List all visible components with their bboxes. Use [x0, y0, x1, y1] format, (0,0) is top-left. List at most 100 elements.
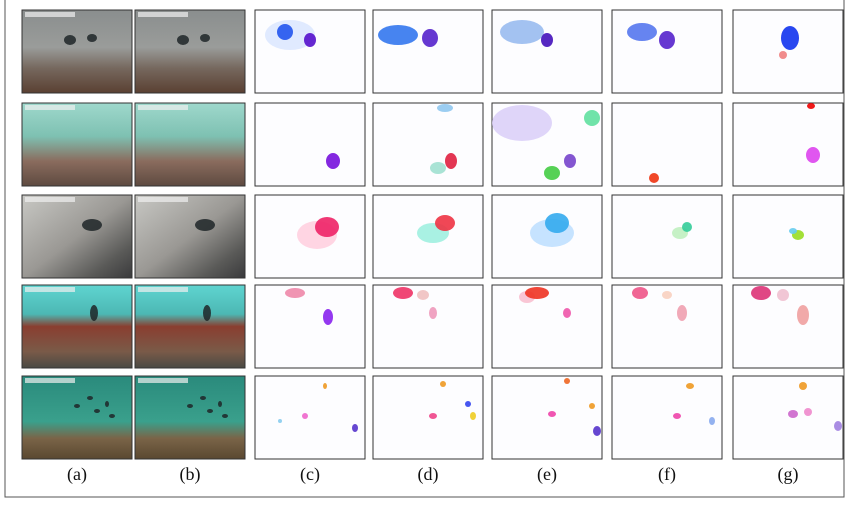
motion-blob — [352, 424, 358, 432]
column-label: (a) — [67, 464, 87, 485]
motion-blob — [278, 419, 282, 423]
image-grid — [22, 10, 843, 459]
flow-map — [612, 376, 722, 459]
motion-blob — [584, 110, 600, 126]
flow-map — [612, 10, 722, 93]
flow-map — [612, 103, 722, 186]
motion-blob — [378, 25, 418, 45]
fish — [203, 305, 211, 321]
motion-blob — [548, 411, 556, 417]
photo — [135, 10, 245, 93]
photo — [22, 285, 132, 368]
motion-blob — [799, 382, 807, 390]
photo-background — [135, 103, 245, 186]
motion-blob — [541, 33, 553, 47]
photo-background — [22, 103, 132, 186]
column-labels: (a)(b)(c)(d)(e)(f)(g) — [67, 464, 798, 485]
column-label: (f) — [658, 464, 676, 485]
motion-blob — [544, 166, 560, 180]
flow-background — [255, 103, 365, 186]
photo-background — [135, 10, 245, 93]
motion-blob — [686, 383, 694, 389]
flow-map — [492, 10, 602, 93]
flow-background — [373, 103, 483, 186]
motion-blob — [545, 213, 569, 233]
photo-background — [22, 195, 132, 278]
motion-blob — [422, 29, 438, 47]
column-label: (b) — [180, 464, 201, 485]
flow-map — [255, 195, 365, 278]
motion-blob — [677, 305, 687, 321]
flow-background — [733, 103, 843, 186]
motion-blob — [788, 410, 798, 418]
motion-blob — [807, 103, 815, 109]
photo — [135, 195, 245, 278]
motion-blob — [470, 412, 476, 420]
timestamp — [138, 287, 188, 292]
flow-map — [612, 285, 722, 368]
motion-blob — [440, 381, 446, 387]
motion-blob — [429, 413, 437, 419]
flow-map — [373, 376, 483, 459]
flow-background — [612, 10, 722, 93]
motion-blob — [709, 417, 715, 425]
flow-background — [612, 376, 722, 459]
flow-background — [492, 376, 602, 459]
flow-background — [733, 10, 843, 93]
motion-blob — [304, 33, 316, 47]
timestamp — [138, 378, 188, 383]
motion-blob — [564, 378, 570, 384]
flow-background — [612, 195, 722, 278]
motion-blob — [797, 305, 809, 325]
flow-background — [255, 285, 365, 368]
motion-blob — [781, 26, 799, 50]
page: (a)(b)(c)(d)(e)(f)(g) (() => { const dat… — [0, 0, 847, 505]
flow-map — [492, 195, 602, 278]
photo-background — [135, 285, 245, 368]
flow-map — [373, 195, 483, 278]
motion-blob — [315, 217, 339, 237]
flow-map — [255, 103, 365, 186]
flow-background — [373, 10, 483, 93]
flow-map — [612, 195, 722, 278]
timestamp — [25, 12, 75, 17]
flow-background — [492, 10, 602, 93]
photo-background — [135, 195, 245, 278]
motion-blob — [563, 308, 571, 318]
photo — [22, 195, 132, 278]
flow-background — [733, 376, 843, 459]
fish — [94, 409, 100, 413]
motion-blob — [632, 287, 648, 299]
flow-background — [733, 195, 843, 278]
fish — [109, 414, 115, 418]
column-label: (c) — [300, 464, 320, 485]
photo — [135, 103, 245, 186]
motion-blob — [465, 401, 471, 407]
motion-blob — [435, 215, 455, 231]
motion-blob — [429, 307, 437, 319]
photo-background — [135, 376, 245, 459]
fish — [87, 396, 93, 400]
motion-blob — [589, 403, 595, 409]
motion-blob — [777, 289, 789, 301]
motion-blob — [302, 413, 308, 419]
motion-blob — [277, 24, 293, 40]
flow-map — [255, 376, 365, 459]
photo-background — [22, 285, 132, 368]
column-label: (e) — [537, 464, 557, 485]
flow-map — [492, 376, 602, 459]
timestamp — [25, 378, 75, 383]
flow-map — [373, 285, 483, 368]
motion-blob — [662, 291, 672, 299]
fish — [105, 401, 109, 407]
motion-blob — [751, 286, 771, 300]
motion-blob — [500, 20, 544, 44]
motion-blob — [492, 105, 552, 141]
fish — [187, 404, 193, 408]
motion-blob — [779, 51, 787, 59]
photo — [135, 376, 245, 459]
fish — [87, 34, 97, 42]
motion-blob — [323, 309, 333, 325]
fish — [82, 219, 102, 231]
flow-map — [255, 285, 365, 368]
